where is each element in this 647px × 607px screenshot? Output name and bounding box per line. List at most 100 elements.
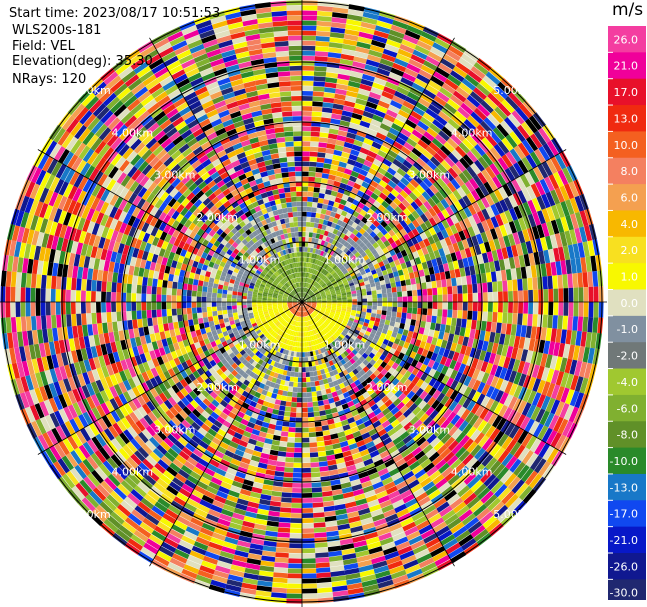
range-gate [485,71,501,86]
range-gate [377,302,383,307]
range-gate [515,414,526,428]
range-gate [370,204,378,212]
range-gate [363,176,373,185]
range-gate [302,226,306,232]
range-gate [346,243,353,250]
range-gate [397,269,404,276]
range-gate [477,253,484,265]
range-gate [397,150,409,160]
range-gate [307,278,310,283]
range-gate [489,261,496,273]
range-gate [394,58,409,68]
range-gate [306,304,311,307]
range-gate [367,261,374,268]
range-gate [305,362,309,367]
range-gate [509,148,522,163]
range-gate [501,137,514,152]
range-gate [422,149,434,160]
range-gate [554,233,563,248]
range-gate [501,247,509,260]
range-gate [379,145,390,154]
range-gate [388,104,401,114]
range-gate [293,382,298,387]
range-gate [311,487,322,493]
range-gate [292,488,302,493]
range-gate [402,241,410,250]
range-gate [341,110,353,118]
range-gate [363,322,369,328]
range-gate [302,221,307,227]
range-gate [302,437,310,443]
range-gate [530,326,537,339]
range-gate [447,167,459,179]
range-gate [525,350,533,364]
range-gate [302,0,318,6]
range-gate [339,265,345,271]
range-gate [463,119,477,132]
range-gate [455,61,471,74]
range-gate [429,123,442,134]
range-gate [560,387,570,403]
range-gate [308,291,313,295]
range-gate [367,208,375,216]
range-gate [317,400,324,406]
range-gate [471,358,479,369]
range-gate [334,323,340,329]
range-gate [346,306,352,310]
range-gate [553,302,559,316]
range-gate [311,295,316,298]
range-gate [559,185,570,201]
range-gate [351,324,357,330]
range-gate [359,120,371,129]
range-gate [278,446,287,452]
range-gate [423,177,433,188]
range-gate [452,351,460,362]
range-gate [451,277,457,287]
range-gate [397,302,403,308]
range-gate [365,315,371,321]
range-gate [409,178,420,189]
range-gate [553,416,564,433]
range-gate [485,425,496,438]
range-gate [330,22,346,29]
range-gate [487,92,501,107]
range-gate [316,25,331,32]
range-gate [271,592,287,599]
range-gate [294,437,302,443]
range-gate [380,235,388,243]
range-gate [316,441,325,447]
range-gate [372,35,388,44]
range-gate [449,269,456,279]
range-gate [391,331,398,338]
range-gate [327,283,333,287]
range-gate [569,390,580,407]
range-gate [438,347,446,356]
range-gate [498,333,506,345]
range-gate [341,308,347,312]
range-gate [391,342,399,350]
range-gate [458,172,469,184]
range-gate [308,267,311,273]
range-gate [308,171,316,177]
range-gate [395,317,401,323]
range-gate [333,149,343,157]
range-gate [456,186,467,198]
range-gate [322,107,333,114]
range-gate [315,431,324,437]
range-gate [463,217,472,229]
range-gate [323,434,332,441]
range-gate [536,195,546,210]
range-gate [399,359,407,368]
range-gate [302,578,317,584]
range-gate [476,210,486,223]
range-gate [574,227,583,244]
range-gate [517,360,526,374]
range-gate [396,345,403,353]
range-gate [505,134,518,149]
range-gate [508,208,518,221]
range-gate [462,302,468,311]
range-gate [503,197,514,210]
range-gate [456,318,462,328]
range-gate [305,294,309,299]
range-gate [361,308,367,313]
